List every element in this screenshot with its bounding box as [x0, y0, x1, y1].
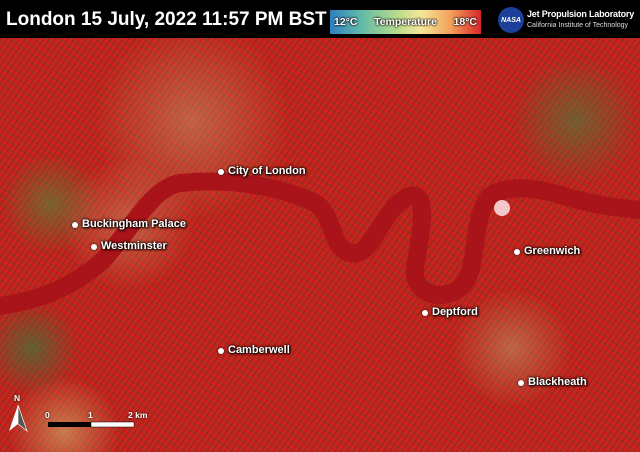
- jpl-subtitle: California Institute of Technology: [527, 22, 629, 29]
- place-blackheath: Blackheath: [518, 376, 587, 389]
- hot-spot: [494, 200, 510, 216]
- north-label: N: [14, 393, 21, 403]
- jpl-name: Jet Propulsion Laboratory: [527, 9, 635, 19]
- scale-1: 1: [88, 410, 93, 420]
- scale-2: 2 km: [128, 410, 148, 420]
- jpl-logo: Jet Propulsion Laboratory California Ins…: [527, 9, 640, 30]
- legend-max: 18°C: [453, 16, 477, 28]
- nasa-logo: NASA: [498, 7, 524, 33]
- thermal-map: City of London Buckingham Palace Westmin…: [0, 38, 640, 452]
- place-deptford: Deptford: [422, 306, 478, 319]
- scale-0: 0: [45, 410, 50, 420]
- scale-bar-black: [48, 422, 91, 427]
- north-arrow-icon: [9, 404, 135, 433]
- river-thames: [0, 172, 640, 315]
- place-westminster: Westminster: [91, 240, 167, 253]
- legend-label: Temperature: [374, 16, 437, 28]
- scale-bar-white: [90, 421, 135, 428]
- map-title: London 15 July, 2022 11:57 PM BST: [6, 9, 327, 30]
- legend-min: 12°C: [334, 16, 358, 28]
- place-camberwell: Camberwell: [218, 344, 290, 357]
- place-greenwich: Greenwich: [514, 245, 580, 258]
- place-city-of-london: City of London: [218, 165, 306, 178]
- temperature-legend: 12°C Temperature 18°C: [330, 10, 481, 34]
- header: London 15 July, 2022 11:57 PM BST 12°C T…: [0, 0, 640, 38]
- place-buckingham-palace: Buckingham Palace: [72, 218, 186, 231]
